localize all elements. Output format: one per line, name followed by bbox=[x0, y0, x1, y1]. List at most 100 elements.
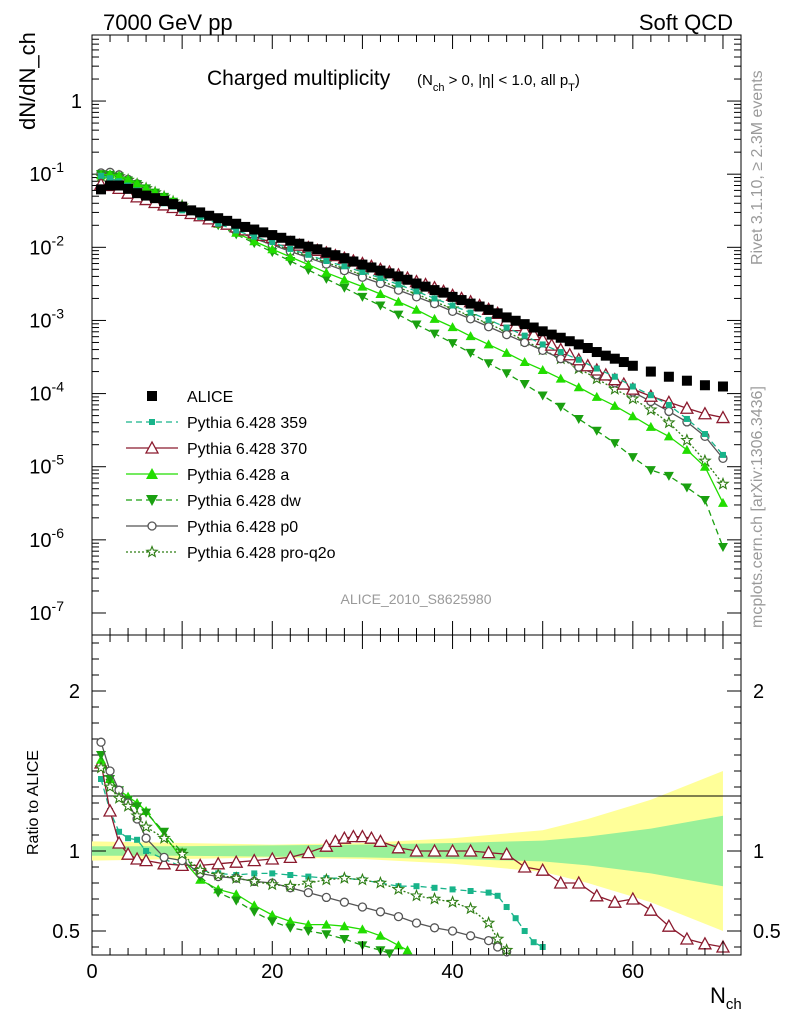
marker-star-open bbox=[409, 888, 424, 902]
marker-square bbox=[494, 892, 501, 899]
marker-triangle bbox=[321, 267, 332, 277]
legend-label: ALICE bbox=[187, 389, 233, 406]
marker-square bbox=[420, 281, 431, 292]
marker-triangle-down bbox=[501, 369, 512, 379]
marker-star-open bbox=[229, 871, 244, 884]
marker-triangle bbox=[357, 281, 368, 291]
main-panel: 10-7 10-6 10-5 10-4 10-3 10-2 10-1 1 dN/dN_ch C… bbox=[15, 32, 742, 636]
marker-square bbox=[717, 381, 728, 392]
main-title-conditions: (Nch > 0, |η| < 1.0, all pT) bbox=[417, 72, 580, 94]
marker-circle-open bbox=[105, 766, 115, 776]
rivet-label: Rivet 3.1.10, ≥ 2.3M events bbox=[749, 70, 766, 265]
marker-triangle-open bbox=[535, 862, 550, 876]
marker-circle-open bbox=[483, 322, 494, 332]
marker-circle-open bbox=[664, 406, 674, 417]
marker-square bbox=[384, 268, 395, 279]
marker-circle-open bbox=[357, 902, 368, 912]
marker-square bbox=[431, 295, 438, 302]
marker-square bbox=[438, 287, 449, 298]
marker-square bbox=[719, 451, 726, 458]
marker-square bbox=[429, 285, 440, 296]
marker-triangle bbox=[591, 391, 602, 401]
marker-square bbox=[501, 312, 512, 323]
marker-star-open bbox=[301, 875, 316, 889]
marker-square bbox=[485, 889, 492, 896]
marker-square bbox=[251, 233, 258, 240]
marker-triangle-down bbox=[681, 483, 692, 493]
marker-triangle-open bbox=[355, 829, 370, 843]
marker-square bbox=[483, 304, 494, 315]
marker-triangle bbox=[573, 382, 584, 392]
ratio-panel: 0.5 0.5 1 1 2 2 Ratio to ALICE 0 20 40 60 Nch bbox=[25, 35, 781, 1013]
marker-square bbox=[627, 360, 638, 371]
ratio-error-bands bbox=[92, 771, 723, 931]
marker-square bbox=[512, 915, 519, 922]
marker-star-open bbox=[103, 779, 117, 793]
marker-circle-open bbox=[447, 926, 458, 936]
marker-triangle bbox=[555, 373, 566, 383]
marker-square bbox=[393, 271, 404, 282]
series-line bbox=[100, 173, 724, 548]
marker-square bbox=[467, 888, 474, 894]
marker-square bbox=[521, 928, 528, 934]
marker-triangle-open bbox=[679, 400, 695, 414]
marker-triangle bbox=[132, 178, 143, 188]
series-alice bbox=[96, 180, 728, 392]
legend-label: Pythia 6.428 370 bbox=[187, 441, 307, 458]
marker-square bbox=[467, 309, 474, 316]
legend-entry: Pythia 6.428 pro-q2o bbox=[126, 544, 336, 562]
marker-triangle-open bbox=[157, 856, 172, 870]
main-y-tick-label: 10-5 bbox=[29, 452, 64, 479]
marker-triangle-open bbox=[144, 440, 160, 454]
marker-triangle-open bbox=[553, 875, 568, 889]
marker-triangle-open bbox=[229, 854, 244, 868]
marker-triangle bbox=[393, 296, 404, 306]
marker-triangle bbox=[303, 259, 314, 269]
marker-triangle bbox=[249, 900, 260, 910]
marker-star-open bbox=[139, 819, 153, 833]
legend-entry: Pythia 6.428 p0 bbox=[126, 519, 298, 536]
marker-triangle bbox=[663, 431, 674, 441]
marker-triangle-down bbox=[231, 896, 242, 906]
marker-triangle-down bbox=[384, 949, 395, 959]
marker-star-open bbox=[94, 760, 108, 774]
marker-square bbox=[287, 245, 294, 252]
legend-label: Pythia 6.428 dw bbox=[187, 493, 301, 510]
legend-entry: Pythia 6.428 dw bbox=[126, 493, 301, 510]
marker-triangle bbox=[501, 347, 512, 357]
series-line bbox=[100, 174, 724, 485]
x-axis-label: Nch bbox=[710, 983, 742, 1013]
ratio-ylabel: Ratio to ALICE bbox=[25, 750, 42, 855]
marker-square bbox=[305, 251, 312, 258]
marker-square bbox=[249, 224, 260, 235]
marker-triangle-down bbox=[249, 907, 260, 917]
marker-star-open bbox=[662, 415, 676, 429]
marker-square bbox=[147, 391, 157, 401]
marker-triangle-open bbox=[265, 851, 280, 865]
marker-square bbox=[366, 262, 377, 273]
marker-circle-open bbox=[96, 737, 106, 747]
marker-square bbox=[683, 415, 690, 422]
marker-circle-open bbox=[339, 897, 350, 907]
marker-triangle-down bbox=[447, 339, 458, 349]
marker-square bbox=[611, 373, 618, 380]
marker-triangle bbox=[429, 313, 440, 323]
main-y-tick-label: 10-4 bbox=[29, 379, 64, 406]
marker-square bbox=[503, 324, 510, 331]
marker-triangle bbox=[357, 924, 368, 934]
marker-square bbox=[449, 886, 456, 893]
marker-square bbox=[681, 375, 692, 386]
marker-triangle-open bbox=[445, 843, 460, 857]
marker-triangle-down bbox=[96, 751, 107, 760]
marker-square bbox=[456, 295, 467, 306]
marker-circle-open bbox=[501, 329, 512, 340]
ratio-series-layer bbox=[93, 737, 731, 959]
ratio-band-inner bbox=[92, 815, 723, 887]
marker-triangle-open bbox=[463, 843, 478, 857]
marker-square bbox=[357, 259, 368, 270]
marker-square bbox=[98, 776, 105, 782]
marker-square bbox=[377, 275, 384, 282]
marker-triangle-down bbox=[375, 301, 386, 311]
marker-square bbox=[107, 175, 114, 182]
header-right: Soft QCD bbox=[639, 10, 733, 35]
